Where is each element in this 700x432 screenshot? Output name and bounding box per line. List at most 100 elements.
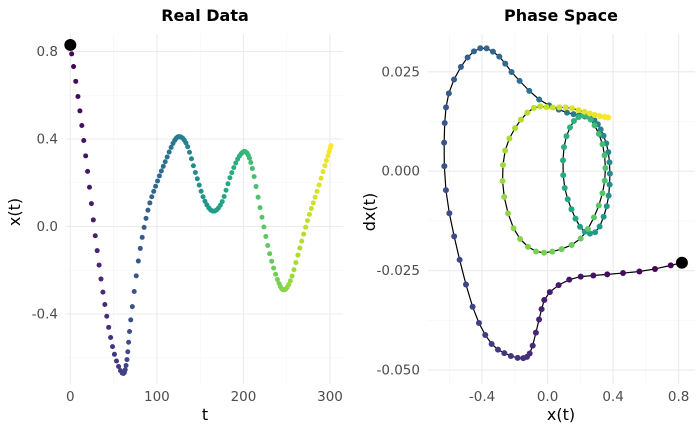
x-axis-title: x(t) (547, 405, 575, 424)
trajectory-series (441, 45, 688, 362)
data-point (538, 306, 545, 313)
data-point (488, 340, 495, 347)
data-point (577, 273, 584, 280)
data-point (301, 231, 307, 237)
data-point (530, 104, 537, 111)
data-point (501, 193, 508, 200)
data-point (124, 357, 130, 363)
data-point (560, 144, 567, 151)
data-point (151, 188, 157, 194)
data-point (267, 251, 273, 257)
trajectory-series (64, 38, 334, 376)
data-point (274, 276, 280, 282)
y-axis-title: x(t) (5, 198, 24, 226)
data-point (310, 200, 316, 206)
data-point (570, 111, 577, 118)
data-point (600, 132, 607, 139)
data-point (441, 163, 448, 170)
data-point (590, 214, 597, 221)
data-point (318, 175, 324, 181)
data-point (305, 218, 310, 224)
data-point (90, 217, 96, 223)
data-point (536, 316, 543, 323)
data-point (289, 273, 295, 279)
data-point (489, 48, 496, 55)
data-point (312, 194, 318, 200)
data-point (223, 187, 229, 193)
phase-space-panel: Phase Space -0.4 0.0 0.4 0.8 0.025 0.000 -0.02… (360, 6, 695, 424)
data-point (606, 181, 613, 188)
data-point (127, 329, 133, 335)
data-point (188, 156, 194, 162)
data-point (524, 243, 531, 250)
data-point (160, 163, 166, 169)
data-point (462, 281, 469, 288)
data-point (141, 224, 147, 230)
data-point (572, 215, 579, 222)
data-point (217, 202, 223, 208)
x-tick-label: -0.4 (469, 389, 495, 405)
data-point (605, 192, 612, 199)
data-point (111, 351, 117, 357)
data-point (198, 188, 204, 194)
data-point (570, 118, 577, 125)
data-point (568, 241, 575, 248)
start-point-marker (64, 38, 77, 51)
data-point (555, 282, 562, 289)
data-point (443, 104, 450, 111)
data-point (255, 194, 261, 200)
data-point (652, 265, 658, 272)
data-point (599, 141, 606, 148)
data-point (586, 110, 593, 117)
data-point (606, 159, 613, 166)
data-point (108, 335, 114, 341)
data-point (269, 258, 275, 264)
data-point (568, 206, 575, 213)
data-point (69, 51, 75, 57)
data-point (601, 152, 608, 159)
data-point (227, 175, 233, 181)
tick-labels: 0 100 200 300 0.8 0.4 0.0 -0.4 (32, 44, 343, 405)
data-point (446, 210, 453, 217)
data-point (143, 215, 149, 221)
data-point (129, 304, 135, 310)
data-point (293, 260, 299, 266)
data-point (306, 211, 312, 217)
data-point (303, 224, 309, 230)
data-point (75, 94, 81, 100)
start-point-marker (675, 256, 688, 269)
data-point (592, 229, 599, 236)
data-point (451, 76, 458, 83)
data-point (328, 143, 334, 149)
data-point (185, 144, 191, 150)
data-point (501, 350, 508, 357)
data-point (577, 223, 584, 230)
data-point (524, 109, 531, 116)
y-tick-label: -0.025 (376, 263, 420, 279)
data-point (601, 177, 608, 184)
data-point (263, 234, 269, 239)
data-point (164, 154, 170, 160)
data-point (604, 271, 611, 278)
data-point (587, 116, 594, 123)
data-point (94, 248, 100, 254)
data-point (567, 124, 573, 131)
y-tick-label: 0.4 (37, 132, 58, 148)
data-point (532, 329, 539, 336)
data-point (506, 135, 513, 142)
data-point (549, 104, 556, 111)
data-point (581, 108, 588, 115)
tick-labels: -0.4 0.0 0.4 0.8 0.025 0.000 -0.025 -0.050 (376, 64, 689, 405)
data-point (470, 48, 477, 55)
data-point (71, 64, 77, 70)
data-point (149, 194, 155, 200)
data-point (133, 273, 139, 279)
data-point (137, 245, 143, 251)
data-point (87, 184, 92, 190)
data-point (257, 205, 263, 211)
data-point (590, 272, 597, 279)
data-point (168, 144, 174, 150)
data-point (225, 181, 231, 187)
data-point (596, 223, 603, 230)
data-point (308, 206, 314, 212)
